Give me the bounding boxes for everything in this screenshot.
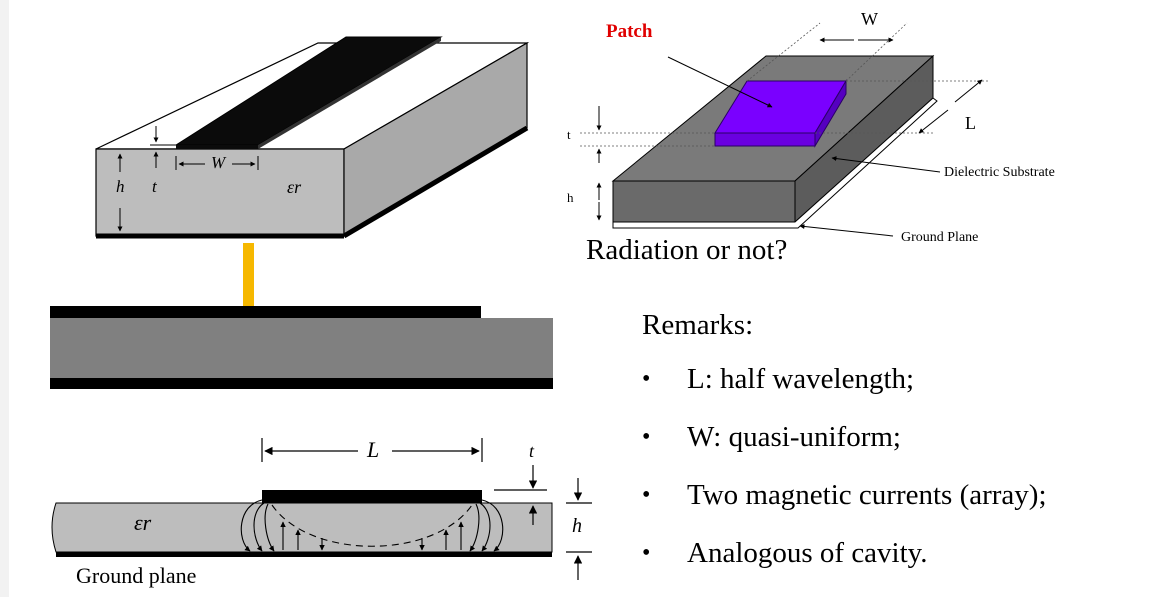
label-patch: Patch bbox=[606, 21, 653, 42]
left-edge-strip bbox=[0, 0, 9, 597]
label-h-patch: h bbox=[567, 190, 574, 205]
remark-item: • Two magnetic currents (array); bbox=[640, 475, 1140, 533]
patch-cross-section bbox=[50, 306, 553, 389]
bullet-icon: • bbox=[642, 482, 651, 508]
bullet-icon: • bbox=[642, 540, 651, 566]
remark-item: • L: half wavelength; bbox=[640, 359, 1140, 417]
label-h-bottom: h bbox=[572, 515, 582, 537]
microstrip-line-diagram bbox=[95, 36, 530, 239]
remark-item: • W: quasi-uniform; bbox=[640, 417, 1140, 475]
label-ground-plane-patch: Ground Plane bbox=[901, 230, 979, 245]
label-h-top: h bbox=[116, 177, 125, 196]
label-dielectric-substrate: Dielectric Substrate bbox=[944, 165, 1055, 180]
remarks-title: Remarks: bbox=[642, 309, 754, 341]
remarks-list: • L: half wavelength; • W: quasi-uniform; … bbox=[640, 359, 1140, 591]
label-w-top: W bbox=[211, 153, 226, 172]
feed-line bbox=[243, 243, 254, 348]
label-l-patch: L bbox=[965, 113, 976, 133]
question-text: Radiation or not? bbox=[586, 234, 788, 266]
label-t-patch: t bbox=[567, 127, 571, 142]
fringing-field-diagram bbox=[51, 438, 592, 580]
label-l-bottom: L bbox=[367, 437, 380, 462]
bullet-icon: • bbox=[642, 424, 651, 450]
bullet-icon: • bbox=[642, 366, 651, 392]
label-eps-bottom: εr bbox=[134, 510, 152, 535]
label-ground-plane-bottom: Ground plane bbox=[76, 563, 197, 588]
label-eps-top: εr bbox=[287, 177, 302, 197]
label-w-patch: W bbox=[861, 9, 878, 29]
remark-item: • Analogous of cavity. bbox=[640, 533, 1140, 591]
label-t-top: t bbox=[152, 177, 157, 196]
remarks-block: Remarks: • L: half wavelength; • W: quasi-… bbox=[640, 305, 1140, 591]
rectangular-patch-diagram bbox=[580, 22, 990, 237]
label-t-bottom: t bbox=[529, 441, 535, 461]
